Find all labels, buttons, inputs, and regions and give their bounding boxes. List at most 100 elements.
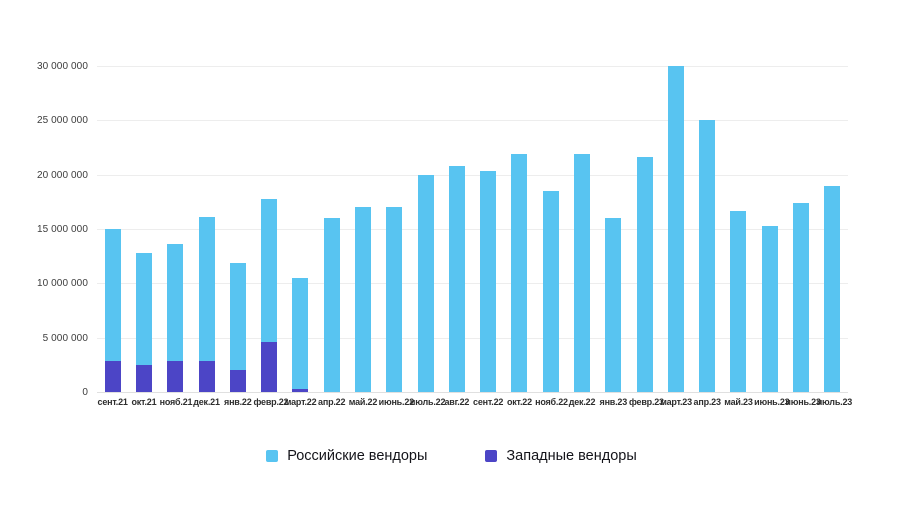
bar-slot-июнь.23 — [785, 66, 816, 392]
y-axis-tick-label: 5 000 000 — [42, 332, 88, 344]
bar-segment-russian — [699, 120, 716, 392]
x-axis-tick-label: июнь.23 — [785, 397, 821, 407]
x-axis-tick-label: апр.22 — [318, 397, 346, 407]
legend-item-russian-vendors: Российские вендоры — [266, 448, 427, 464]
gridline-0 — [97, 392, 848, 393]
bar — [480, 171, 497, 392]
y-axis-tick-label: 0 — [82, 387, 88, 398]
x-axis-tick-label: июнь.22 — [378, 397, 415, 407]
bar-slot-янв.22 — [222, 66, 253, 392]
x-axis-tick-label: нояб.21 — [159, 397, 193, 407]
bar-segment-western — [167, 360, 184, 392]
bar-segment-russian — [417, 174, 434, 392]
bar — [167, 244, 184, 392]
bar-slot-дек.22 — [566, 66, 597, 392]
bar-slot-сент.22 — [473, 66, 504, 392]
russian-vendors-swatch-icon — [266, 450, 279, 462]
bar-slot-нояб.22 — [535, 66, 566, 392]
bar-slot-март.23 — [660, 66, 691, 392]
bar — [261, 198, 278, 392]
bar-segment-russian — [261, 198, 278, 343]
x-axis-tick-label: июль.23 — [816, 397, 853, 407]
bar-slot-окт.21 — [128, 66, 159, 392]
bar-segment-russian — [793, 202, 810, 392]
x-axis-tick-label: нояб.22 — [535, 397, 568, 407]
x-axis-tick-label: авг.22 — [444, 397, 470, 407]
x-axis-tick-label: янв.23 — [599, 397, 628, 407]
bar — [354, 207, 371, 392]
y-axis-tick-label: 20 000 000 — [36, 169, 88, 181]
bar-segment-russian — [198, 217, 215, 361]
bar-segment-russian — [135, 252, 152, 365]
bar — [198, 217, 215, 392]
x-axis-tick-label: февр.23 — [628, 397, 664, 407]
bar — [292, 277, 309, 392]
gridline-30000000 — [97, 66, 848, 67]
legend-item-western-vendors: Западные вендоры — [485, 448, 637, 464]
bar-segment-western — [198, 360, 215, 392]
bar-segment-russian — [448, 165, 465, 392]
y-axis-tick-label: 25 000 000 — [36, 115, 88, 127]
bar-slot-авг.22 — [441, 66, 472, 392]
bar-segment-russian — [542, 190, 559, 392]
bar-segment-russian — [354, 207, 371, 392]
bar — [542, 190, 559, 392]
x-axis-tick-label: янв.22 — [224, 397, 252, 407]
bar-segment-russian — [292, 277, 309, 389]
bar-slot-окт.22 — [504, 66, 535, 392]
bar-segment-russian — [605, 218, 622, 392]
bar — [699, 120, 716, 392]
bar-segment-western — [261, 342, 278, 392]
bar — [667, 66, 684, 392]
bar-slot-февр.23 — [629, 66, 660, 392]
x-axis-tick-label: окт.22 — [506, 397, 532, 407]
x-axis-tick-label: май.23 — [724, 397, 753, 407]
bar-slot-февр.22 — [253, 66, 284, 392]
legend: Российские вендоры Западные вендоры — [0, 448, 903, 464]
gridline-10000000 — [97, 283, 848, 285]
bar-slot-янв.23 — [598, 66, 629, 392]
bar — [574, 154, 591, 392]
bar — [730, 210, 747, 392]
bar-slot-июль.22 — [410, 66, 441, 392]
bar-segment-western — [292, 388, 309, 392]
bar — [636, 157, 653, 392]
y-axis-tick-label: 15 000 000 — [36, 224, 88, 235]
x-axis-tick-label: апр.23 — [693, 397, 721, 407]
bar — [511, 154, 528, 392]
x-axis-tick-label: март.22 — [284, 397, 317, 407]
bar-segment-russian — [667, 66, 684, 392]
bar — [605, 218, 622, 392]
bar-segment-russian — [574, 154, 591, 392]
gridline-25000000 — [97, 120, 848, 122]
x-axis-tick-label: февр.22 — [253, 397, 289, 407]
x-axis-tick-label: дек.21 — [193, 397, 220, 407]
bar — [793, 202, 810, 392]
bar-segment-russian — [229, 262, 246, 371]
gridline-15000000 — [97, 229, 848, 230]
y-axis-tick-label: 30 000 000 — [36, 61, 88, 72]
bar — [229, 262, 246, 392]
legend-label-western-vendors: Западные вендоры — [506, 448, 637, 464]
bar-slot-апр.23 — [692, 66, 723, 392]
bar — [323, 218, 340, 392]
bar-segment-russian — [761, 225, 778, 392]
legend-label-russian-vendors: Российские вендоры — [287, 448, 428, 464]
bar-segment-russian — [386, 207, 403, 392]
bar-slot-май.22 — [347, 66, 378, 392]
x-axis-tick-label: окт.21 — [131, 397, 157, 407]
bar-segment-western — [229, 370, 246, 392]
bar-slot-июль.23 — [817, 66, 848, 392]
bar-segment-russian — [167, 244, 184, 361]
y-axis-tick-label: 10 000 000 — [36, 278, 88, 290]
bar-slot-июнь.22 — [379, 66, 410, 392]
bar — [104, 229, 121, 392]
western-vendors-swatch-icon — [485, 450, 498, 462]
bar — [135, 252, 152, 392]
bar-segment-russian — [323, 218, 340, 392]
bar — [417, 174, 434, 392]
bar-segment-russian — [104, 229, 121, 361]
bar-slot-дек.21 — [191, 66, 222, 392]
bar-segment-western — [135, 364, 152, 392]
